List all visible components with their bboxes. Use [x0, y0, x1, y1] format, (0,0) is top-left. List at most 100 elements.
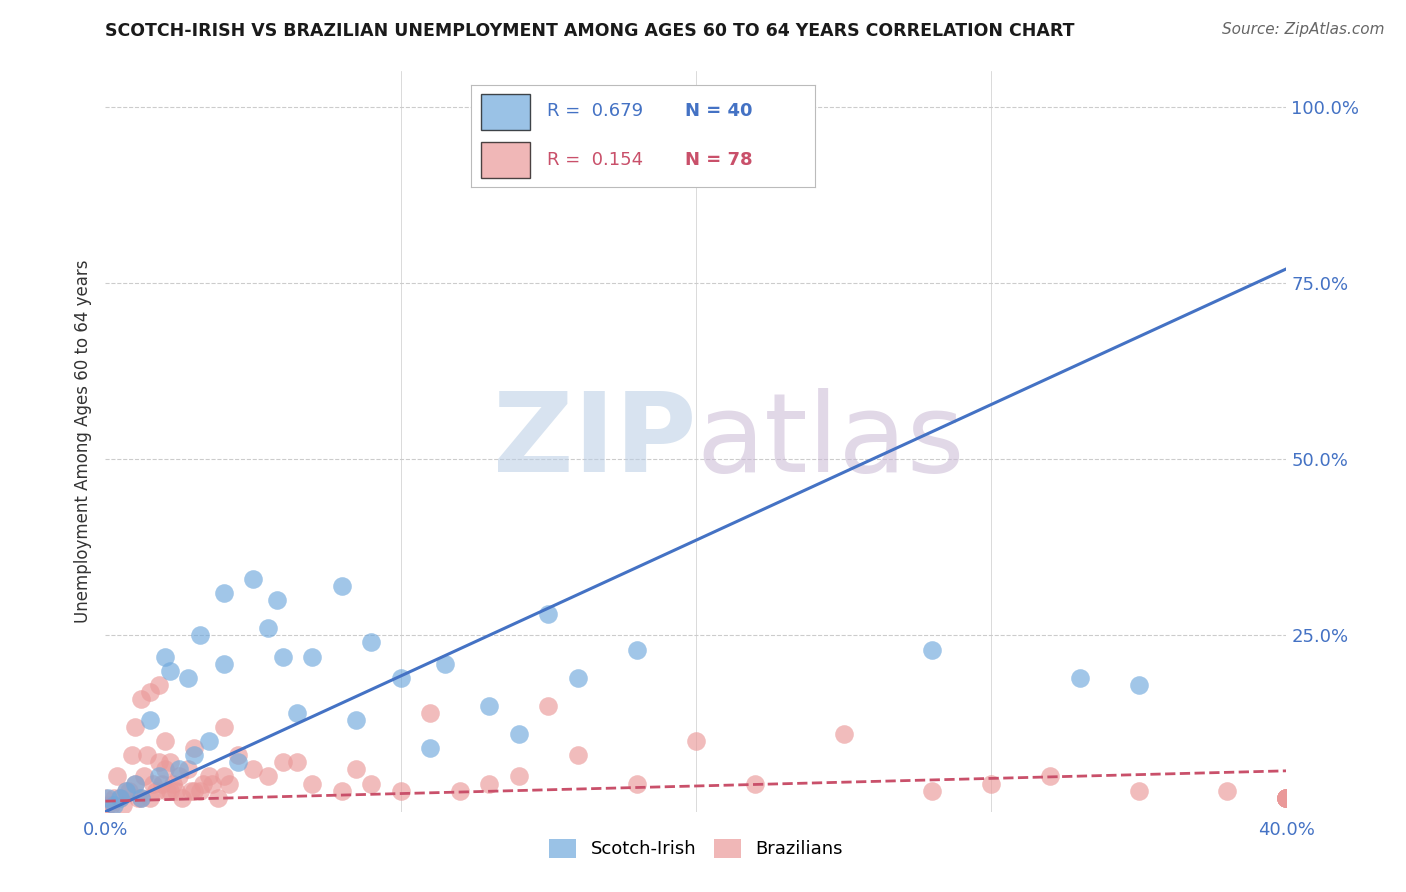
Point: [1275, 790, 1298, 805]
Point: [626, 776, 648, 790]
Point: [124, 776, 146, 790]
Point: [127, 790, 149, 805]
Text: ZIP: ZIP: [492, 388, 696, 495]
Point: [478, 776, 501, 790]
Y-axis label: Unemployment Among Ages 60 to 64 years: Unemployment Among Ages 60 to 64 years: [73, 260, 91, 624]
Point: [148, 756, 170, 770]
Point: [191, 776, 214, 790]
FancyBboxPatch shape: [481, 94, 530, 130]
Point: [1216, 783, 1239, 797]
Point: [389, 671, 412, 685]
Point: [744, 100, 766, 114]
Point: [103, 790, 125, 805]
Point: [177, 763, 200, 777]
Point: [97, 790, 120, 805]
Point: [256, 769, 278, 783]
Point: [1275, 790, 1298, 805]
Point: [148, 769, 170, 783]
Point: [100, 797, 122, 812]
Point: [165, 783, 187, 797]
Point: [419, 741, 441, 756]
Point: [183, 741, 205, 756]
Point: [346, 713, 368, 727]
Point: [1275, 790, 1298, 805]
Point: [138, 790, 162, 805]
Point: [129, 790, 152, 805]
Point: [110, 790, 132, 805]
Point: [980, 776, 1002, 790]
Point: [346, 763, 368, 777]
Point: [188, 783, 211, 797]
Point: [360, 776, 382, 790]
Point: [183, 748, 205, 763]
Point: [212, 586, 235, 600]
Point: [94, 790, 117, 805]
Point: [112, 797, 135, 812]
Point: [138, 713, 162, 727]
Point: [256, 621, 278, 635]
Point: [218, 776, 240, 790]
Point: [419, 706, 441, 720]
Point: [287, 756, 309, 770]
Point: [330, 579, 353, 593]
Text: R =  0.679: R = 0.679: [547, 102, 643, 120]
Point: [121, 748, 143, 763]
Point: [537, 698, 560, 713]
Point: [287, 706, 309, 720]
Point: [124, 776, 146, 790]
Point: [449, 783, 471, 797]
Point: [478, 698, 501, 713]
Point: [271, 649, 294, 664]
Text: N = 40: N = 40: [685, 102, 752, 120]
Point: [159, 783, 181, 797]
Point: [142, 776, 165, 790]
Point: [110, 790, 132, 805]
Point: [921, 783, 943, 797]
Point: [212, 720, 235, 734]
Point: [685, 734, 707, 748]
Point: [330, 783, 353, 797]
Point: [201, 776, 224, 790]
Point: [212, 657, 235, 671]
Point: [159, 756, 181, 770]
Point: [129, 692, 152, 706]
Text: N = 78: N = 78: [685, 151, 752, 169]
Point: [1275, 790, 1298, 805]
Point: [150, 776, 173, 790]
Point: [197, 734, 219, 748]
Point: [135, 748, 157, 763]
Text: SCOTCH-IRISH VS BRAZILIAN UNEMPLOYMENT AMONG AGES 60 TO 64 YEARS CORRELATION CHA: SCOTCH-IRISH VS BRAZILIAN UNEMPLOYMENT A…: [105, 22, 1076, 40]
Point: [162, 776, 184, 790]
Point: [226, 756, 250, 770]
Point: [685, 100, 707, 114]
Point: [389, 783, 412, 797]
Point: [832, 727, 855, 741]
Point: [301, 776, 323, 790]
Point: [153, 763, 176, 777]
Point: [156, 783, 179, 797]
Point: [301, 649, 323, 664]
Point: [567, 748, 589, 763]
Point: [159, 664, 181, 678]
Point: [242, 763, 264, 777]
Point: [212, 769, 235, 783]
Point: [153, 734, 176, 748]
Point: [434, 657, 457, 671]
Point: [183, 783, 205, 797]
Point: [188, 628, 211, 642]
Point: [169, 769, 191, 783]
Point: [508, 769, 530, 783]
FancyBboxPatch shape: [481, 142, 530, 178]
Text: R =  0.154: R = 0.154: [547, 151, 643, 169]
Point: [132, 769, 155, 783]
Point: [271, 756, 294, 770]
Point: [1275, 790, 1298, 805]
Point: [138, 685, 162, 699]
Point: [97, 797, 120, 812]
Point: [1275, 790, 1298, 805]
Point: [103, 797, 125, 812]
Point: [153, 649, 176, 664]
Point: [626, 642, 648, 657]
Point: [242, 572, 264, 586]
Point: [1275, 790, 1298, 805]
